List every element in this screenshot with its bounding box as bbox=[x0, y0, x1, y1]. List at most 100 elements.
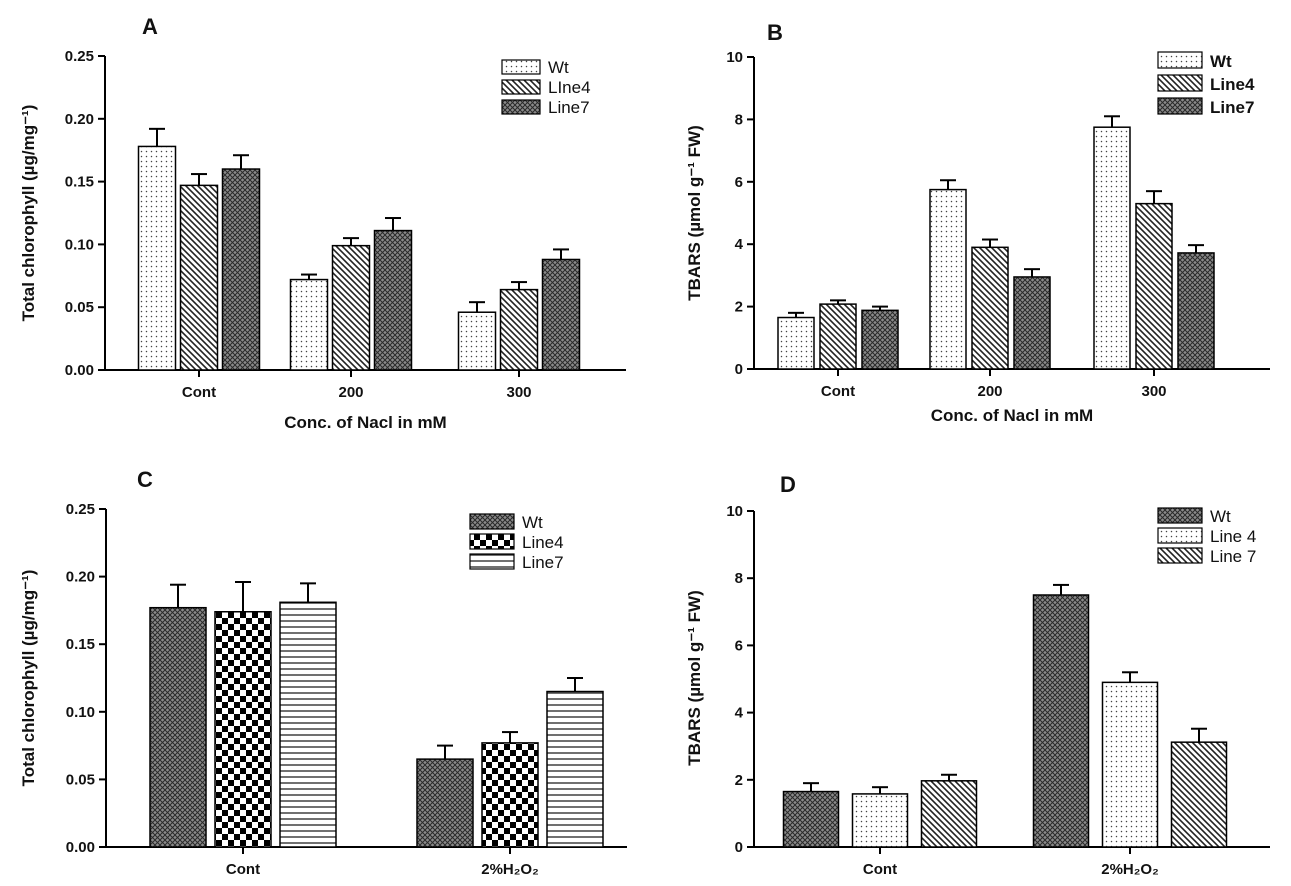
legend-swatch bbox=[501, 59, 541, 75]
legend-swatch bbox=[501, 99, 541, 115]
bar-line7-0 bbox=[861, 309, 899, 370]
panel-d: D 0 2 4 6 8 10 TBARS (µmol g⁻¹ FW) Cont 2%H₂O₂ WtL… bbox=[685, 472, 1270, 878]
y-tick-label: 2 bbox=[735, 772, 743, 789]
bar-wt-1 bbox=[416, 758, 474, 848]
legend-swatch bbox=[469, 513, 515, 530]
y-axis-label: TBARS (µmol g⁻¹ FW) bbox=[685, 125, 704, 301]
bar-line4-0 bbox=[819, 303, 857, 370]
y-tick-label: 6 bbox=[735, 637, 743, 654]
bar-line7-0 bbox=[221, 168, 261, 371]
panel-label: B bbox=[767, 20, 783, 45]
panel-c: C 0.00 0.05 0.10 0.15 0.20 0.25 Total chlorophy… bbox=[19, 467, 627, 878]
bar-line7-1 bbox=[1170, 741, 1228, 848]
legend-swatch bbox=[1157, 547, 1203, 564]
bar-wt-0 bbox=[782, 790, 840, 848]
legend-label: Line4 bbox=[522, 533, 564, 552]
bar-line4-2 bbox=[1135, 202, 1173, 370]
x-tick-label: Cont bbox=[821, 383, 855, 400]
legend-label: Line7 bbox=[548, 98, 590, 117]
legend-label: Line7 bbox=[1210, 98, 1254, 117]
panel-label: D bbox=[780, 472, 796, 497]
bar-wt-2 bbox=[457, 311, 497, 371]
y-tick-label: 0 bbox=[735, 839, 743, 856]
legend-swatch bbox=[1157, 97, 1203, 115]
legend-label: LIne4 bbox=[548, 78, 591, 97]
y-tick-label: 4 bbox=[735, 705, 744, 722]
panel-label: C bbox=[137, 467, 153, 492]
bar-line7-2 bbox=[1177, 252, 1215, 370]
x-axis-label: Conc. of Nacl in mM bbox=[284, 413, 446, 432]
y-axis-label: Total chlorophyll (µg/mg⁻¹) bbox=[19, 570, 38, 787]
bar-line7-1 bbox=[373, 229, 413, 371]
bar-line4-1 bbox=[331, 244, 371, 371]
bar-wt-0 bbox=[137, 145, 177, 371]
legend-swatch bbox=[469, 533, 515, 550]
bar-line4-1 bbox=[1101, 681, 1159, 848]
y-tick-label: 0.00 bbox=[66, 839, 95, 856]
x-tick-label: 300 bbox=[1141, 383, 1166, 400]
y-tick-label: 8 bbox=[735, 570, 743, 587]
legend-swatch bbox=[469, 553, 515, 570]
y-tick-label: 10 bbox=[726, 503, 743, 520]
y-tick-label: 0.00 bbox=[65, 362, 94, 379]
x-axis-label: Conc. of Nacl in mM bbox=[931, 406, 1093, 425]
bar-line7-2 bbox=[541, 258, 581, 371]
legend-swatch bbox=[1157, 527, 1203, 544]
bar-line7-0 bbox=[920, 780, 978, 848]
panel-label: A bbox=[142, 14, 158, 39]
panel-b: B 0 2 4 6 8 10 TBARS (µmol g⁻¹ FW) Conc. of Nacl… bbox=[685, 20, 1270, 425]
y-tick-label: 0 bbox=[735, 361, 743, 378]
y-tick-label: 6 bbox=[735, 174, 743, 191]
bar-line7-1 bbox=[546, 690, 604, 848]
y-tick-label: 0.15 bbox=[66, 636, 95, 653]
bar-line4-0 bbox=[179, 184, 219, 371]
legend-swatch bbox=[1157, 507, 1203, 524]
bar-wt-0 bbox=[149, 606, 207, 848]
bar-wt-1 bbox=[1032, 594, 1090, 848]
x-tick-label: 200 bbox=[977, 383, 1002, 400]
bar-wt-1 bbox=[929, 188, 967, 370]
y-tick-label: 0.20 bbox=[66, 569, 95, 586]
legend-label: Wt bbox=[522, 513, 543, 532]
bar-line4-1 bbox=[971, 246, 1009, 370]
x-tick-label: 200 bbox=[338, 384, 363, 401]
y-tick-label: 0.05 bbox=[66, 771, 95, 788]
bar-line4-2 bbox=[499, 288, 539, 371]
legend-swatch bbox=[501, 79, 541, 95]
y-axis-label: TBARS (µmol g⁻¹ FW) bbox=[685, 590, 704, 766]
legend-swatch bbox=[1157, 74, 1203, 92]
y-tick-label: 10 bbox=[726, 49, 743, 66]
bar-wt-1 bbox=[289, 278, 329, 371]
y-tick-label: 0.20 bbox=[65, 111, 94, 128]
x-tick-label: 2%H₂O₂ bbox=[481, 861, 539, 878]
y-axis-label: Total chlorophyll (µg/mg⁻¹) bbox=[19, 105, 38, 322]
legend-label: Wt bbox=[548, 58, 569, 77]
legend-swatch bbox=[1157, 51, 1203, 69]
x-tick-label: Cont bbox=[182, 384, 216, 401]
y-tick-label: 0.10 bbox=[65, 236, 94, 253]
x-tick-label: 2%H₂O₂ bbox=[1101, 861, 1159, 878]
legend-label: Line 4 bbox=[1210, 527, 1256, 546]
legend-label: Wt bbox=[1210, 507, 1231, 526]
y-tick-label: 0.25 bbox=[66, 501, 95, 518]
bar-line4-1 bbox=[481, 742, 539, 848]
legend-label: Line4 bbox=[1210, 75, 1255, 94]
panel-a: A 0.00 0.05 0.10 0.15 0.20 0.25 Total chlorophy… bbox=[19, 14, 626, 432]
bar-line4-0 bbox=[851, 793, 909, 848]
bar-line4-0 bbox=[214, 611, 272, 848]
bar-wt-0 bbox=[777, 316, 815, 370]
x-tick-label: Cont bbox=[863, 861, 897, 878]
y-tick-label: 4 bbox=[735, 236, 744, 253]
y-tick-label: 0.25 bbox=[65, 48, 94, 65]
y-tick-label: 2 bbox=[735, 299, 743, 316]
bar-line7-1 bbox=[1013, 276, 1051, 370]
x-tick-label: 300 bbox=[506, 384, 531, 401]
y-tick-label: 0.15 bbox=[65, 174, 94, 191]
bar-wt-2 bbox=[1093, 126, 1131, 370]
x-tick-label: Cont bbox=[226, 861, 260, 878]
